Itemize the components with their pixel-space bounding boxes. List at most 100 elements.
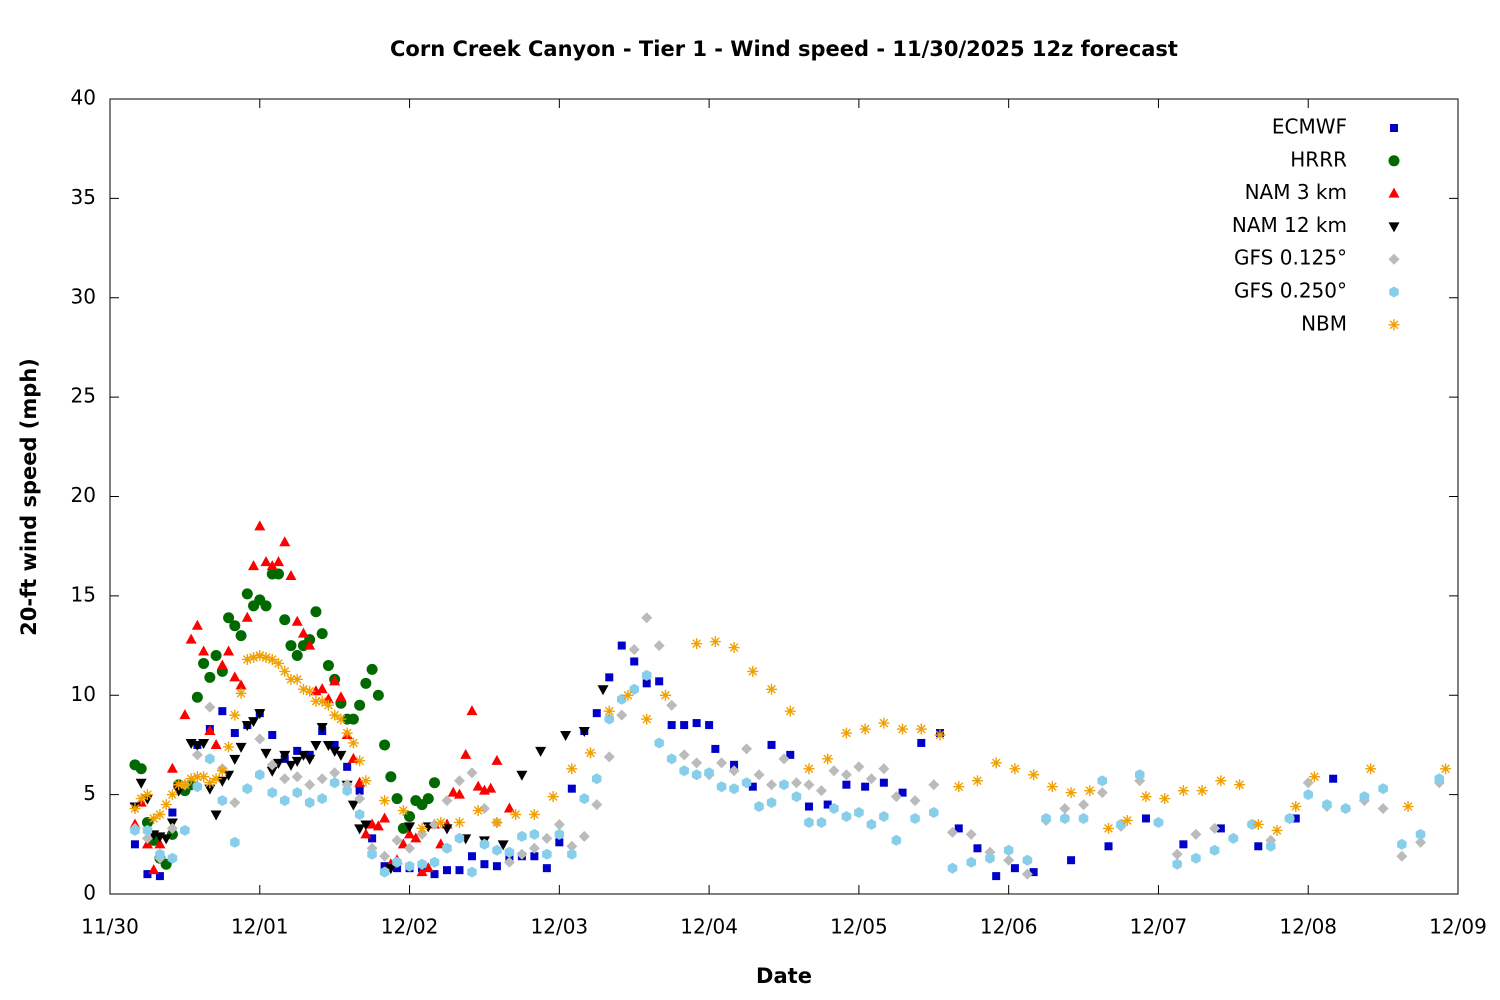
point xyxy=(198,645,210,656)
point xyxy=(329,777,340,789)
point xyxy=(1308,771,1320,783)
point xyxy=(285,570,297,580)
x-tick-label: 12/04 xyxy=(680,915,738,939)
point xyxy=(266,653,278,665)
point xyxy=(592,773,602,785)
point xyxy=(1209,822,1221,834)
legend-label: GFS 0.250° xyxy=(1234,279,1347,303)
point xyxy=(553,818,565,830)
point xyxy=(472,780,484,791)
point xyxy=(260,651,272,663)
point xyxy=(335,691,347,702)
x-tick-label: 12/05 xyxy=(830,915,888,939)
point xyxy=(1116,818,1126,830)
point xyxy=(454,832,465,844)
point xyxy=(279,773,291,785)
point xyxy=(865,773,877,785)
point xyxy=(260,600,272,612)
y-tick-label: 20 xyxy=(71,483,96,507)
point xyxy=(285,760,297,771)
point xyxy=(291,615,303,626)
point xyxy=(397,838,409,849)
point xyxy=(1028,769,1040,781)
y-tick-label: 25 xyxy=(71,384,96,408)
point xyxy=(567,784,576,793)
point xyxy=(204,784,216,795)
point xyxy=(642,679,651,688)
point xyxy=(166,762,178,773)
point xyxy=(578,727,590,738)
point xyxy=(748,782,757,791)
point xyxy=(317,793,327,805)
point xyxy=(728,765,740,777)
point xyxy=(354,809,365,820)
point xyxy=(367,848,377,860)
point xyxy=(404,842,416,854)
point xyxy=(791,791,802,803)
point xyxy=(1172,858,1182,870)
point xyxy=(347,713,359,725)
point xyxy=(828,765,840,777)
point xyxy=(1003,854,1015,866)
point xyxy=(1290,801,1302,813)
point xyxy=(467,866,477,878)
point xyxy=(198,657,210,669)
point xyxy=(529,828,540,840)
point xyxy=(790,777,802,789)
point xyxy=(285,640,297,652)
point xyxy=(266,759,278,771)
point xyxy=(966,856,976,868)
point xyxy=(391,834,403,846)
point xyxy=(347,737,359,749)
point xyxy=(1065,787,1077,799)
point xyxy=(372,820,384,831)
point xyxy=(360,775,372,787)
point xyxy=(667,721,676,730)
point xyxy=(1022,854,1033,866)
point xyxy=(778,753,790,765)
point xyxy=(241,588,253,600)
point xyxy=(909,795,921,807)
point xyxy=(266,766,278,777)
x-tick-label: 12/08 xyxy=(1279,915,1337,939)
point xyxy=(815,785,827,797)
legend-label: NAM 3 km xyxy=(1245,180,1347,204)
point xyxy=(360,820,372,831)
point xyxy=(666,699,678,711)
point xyxy=(223,741,235,753)
point xyxy=(1397,838,1407,850)
point xyxy=(191,740,203,751)
point xyxy=(291,673,303,685)
point xyxy=(218,707,227,716)
point xyxy=(204,671,216,683)
legend-marker xyxy=(1390,124,1398,132)
point xyxy=(491,754,503,765)
point xyxy=(503,856,515,868)
point xyxy=(528,809,540,820)
point xyxy=(443,866,451,875)
point xyxy=(655,677,664,686)
point xyxy=(730,760,739,769)
point xyxy=(934,729,946,741)
point xyxy=(347,800,359,811)
point xyxy=(678,749,690,761)
point xyxy=(354,793,366,805)
point xyxy=(1291,814,1300,823)
point xyxy=(786,750,795,759)
point xyxy=(555,838,564,847)
point xyxy=(603,705,615,717)
point xyxy=(385,771,397,783)
point xyxy=(173,786,185,797)
point xyxy=(304,685,316,697)
point xyxy=(1247,818,1257,830)
point xyxy=(1096,787,1108,799)
point xyxy=(604,713,614,725)
point xyxy=(229,797,241,809)
point xyxy=(479,838,490,850)
point xyxy=(1303,789,1313,801)
point xyxy=(591,799,603,811)
point xyxy=(1097,775,1107,787)
point xyxy=(316,695,328,707)
point xyxy=(173,779,185,791)
